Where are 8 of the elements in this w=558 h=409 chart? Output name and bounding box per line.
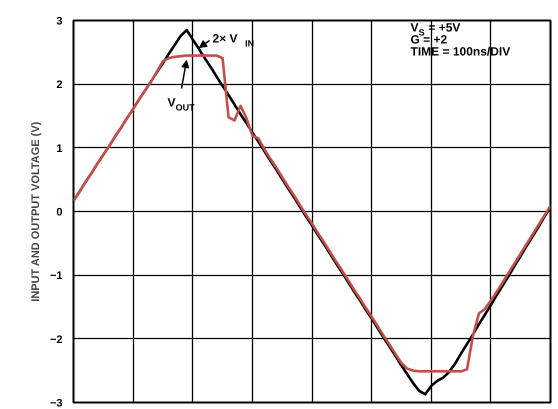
y-axis-title: INPUT AND OUTPUT VOLTAGE (V) [30, 121, 42, 302]
y-tick-label: 2 [56, 79, 63, 92]
y-tick-label: 0 [56, 206, 63, 218]
y-tick-label: −3 [50, 398, 63, 409]
y-tick-label: 1 [56, 142, 63, 155]
y-tick-label: −1 [50, 270, 63, 282]
y-tick-label: −2 [50, 334, 63, 346]
y-tick-label: 3 [56, 16, 63, 28]
